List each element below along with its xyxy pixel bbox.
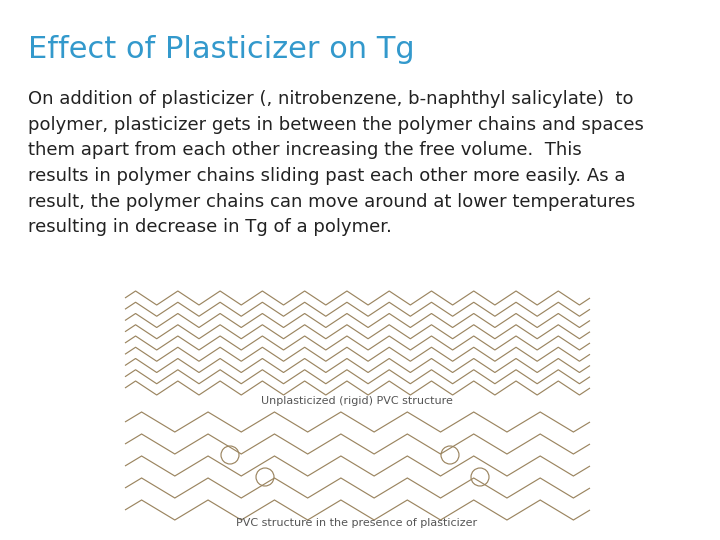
Text: PVC structure in the presence of plasticizer: PVC structure in the presence of plastic…	[236, 518, 477, 528]
Text: On addition of plasticizer (, nitrobenzene, b-naphthyl salicylate)  to
polymer, : On addition of plasticizer (, nitrobenze…	[28, 90, 644, 237]
Text: Effect of Plasticizer on Tg: Effect of Plasticizer on Tg	[28, 35, 415, 64]
Text: Unplasticized (rigid) PVC structure: Unplasticized (rigid) PVC structure	[261, 396, 453, 406]
